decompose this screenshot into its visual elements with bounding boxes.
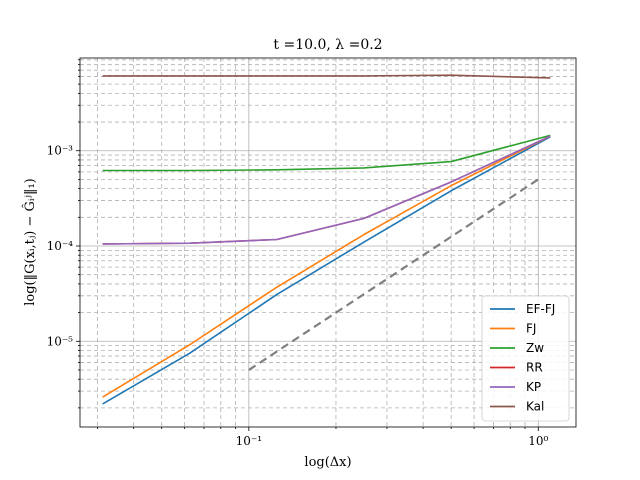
legend-label-fj: FJ [526,322,536,336]
legend-label-zw: Zw [526,341,544,355]
chart-title: t =10.0, λ =0.2 [273,37,382,53]
legend: EF-FJ FJ Zw RR KP Kal [481,295,570,422]
series-line-kp [102,135,551,245]
series-line-ef-fj [102,136,551,405]
series-lines [102,74,551,405]
y-tick-label: 10⁻³ [47,144,74,158]
y-tick-label: 10⁻⁵ [47,334,74,348]
series-line-zw [102,134,551,172]
series-line-fj [102,135,551,398]
legend-label-kp: KP [526,380,541,394]
y-axis-label: log(‖G(xᵢ,tⱼ) − Ĝᵢʲ‖₁) [21,178,38,306]
x-tick-label: 10⁻¹ [236,434,262,448]
axes-frame [79,57,577,428]
x-axis-label: log(Δx) [304,455,351,470]
legend-box [481,295,570,422]
x-tick-label: 10⁰ [528,434,548,448]
legend-label-rr: RR [526,361,543,375]
y-tick-label: 10⁻⁴ [47,239,74,253]
series-line-reference [248,178,539,371]
legend-label-kal: Kal [526,400,544,414]
ticks: 10⁻¹ 10⁰ 10⁻⁵ 10⁻⁴ 10⁻³ [47,59,548,448]
series-line-kal [102,74,551,79]
legend-label-ef-fj: EF-FJ [526,302,555,316]
